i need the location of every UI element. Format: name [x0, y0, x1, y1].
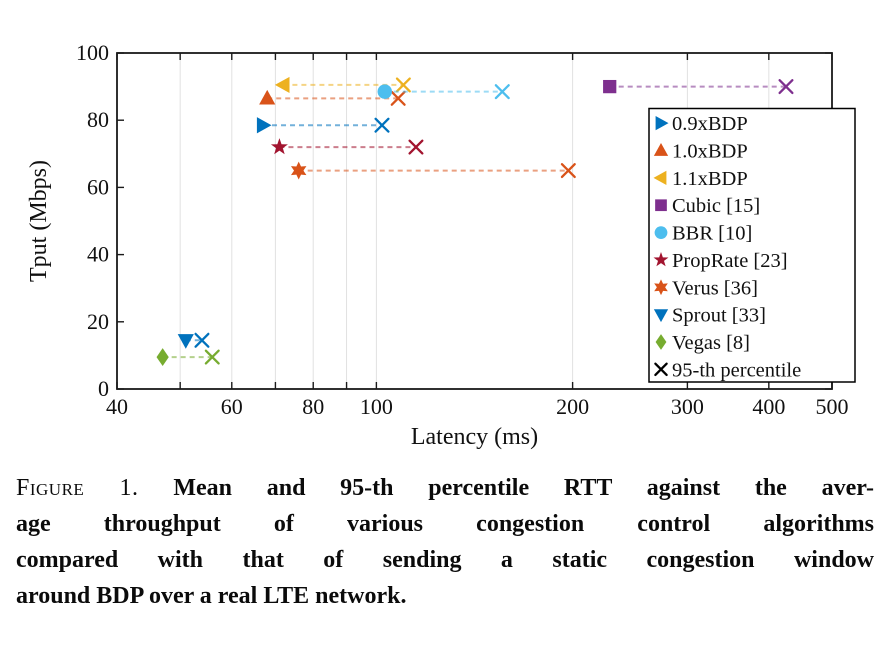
marker-p95-1.1xbdp — [395, 77, 411, 93]
marker-p95-bbr-10 — [494, 84, 510, 100]
legend-label-cubic-15: Cubic [15] — [672, 195, 760, 217]
caption-line-2: age throughput of various congestion con… — [16, 511, 874, 537]
legend-marker-cubic-15 — [655, 199, 667, 212]
legend-marker-0.9xbdp — [655, 116, 669, 131]
legend-marker-1.1xbdp — [653, 170, 667, 185]
caption-text-1: Mean and 95-th percentile RTT against th… — [173, 475, 874, 501]
x-tick-label-500: 500 — [816, 394, 849, 419]
legend-label-verus-36: Verus [36] — [672, 277, 758, 299]
marker-mean-vegas-8 — [156, 348, 169, 367]
marker-mean-proprate-23 — [270, 138, 288, 155]
y-tick-label-0: 0 — [98, 376, 109, 401]
marker-mean-1.1xbdp — [274, 76, 290, 93]
legend-label-vegas-8: Vegas [8] — [672, 332, 750, 354]
x-axis-label: Latency (ms) — [411, 424, 538, 450]
y-tick-label-40: 40 — [87, 242, 109, 267]
x-tick-label-100: 100 — [360, 394, 393, 419]
legend-marker-verus-36 — [654, 279, 668, 296]
x-tick-label-80: 80 — [302, 394, 324, 419]
y-tick-label-60: 60 — [87, 174, 109, 199]
marker-mean-cubic-15 — [603, 79, 617, 94]
x-tick-label-60: 60 — [221, 394, 243, 419]
marker-mean-bbr-10 — [377, 84, 392, 99]
marker-p95-1.0xbdp — [390, 90, 406, 106]
x-tick-label-300: 300 — [671, 394, 704, 419]
legend-marker-1.0xbdp — [653, 143, 669, 156]
legend-label-95-th-percentile: 95-th percentile — [672, 359, 801, 381]
legend-label-1.1xbdp: 1.1xBDP — [672, 168, 748, 190]
caption-line-1: Figure 1. Mean and 95-th percentile RTT … — [16, 470, 874, 506]
marker-mean-1.0xbdp — [259, 89, 276, 105]
y-tick-label-80: 80 — [87, 107, 109, 132]
x-tick-label-200: 200 — [556, 394, 589, 419]
chart-area: 40 60 80 100 200 300 400 500 0 20 40 60 80 100 Latency… — [26, 40, 856, 450]
marker-p95-proprate-23 — [408, 139, 424, 155]
legend-marker-95-th-percentile — [654, 362, 668, 377]
legend-marker-bbr-10 — [654, 226, 668, 239]
x-tick-label-400: 400 — [752, 394, 785, 419]
legend-marker-sprout-33 — [653, 309, 669, 323]
marker-mean-sprout-33 — [177, 334, 194, 349]
legend-box — [648, 107, 856, 383]
legend-label-0.9xbdp: 0.9xBDP — [672, 113, 748, 135]
figure-caption: Figure 1. Mean and 95-th percentile RTT … — [16, 470, 874, 614]
legend-marker-proprate-23 — [653, 252, 669, 267]
y-axis-label: Tput (Mbps) — [26, 160, 52, 282]
marker-p95-vegas-8 — [204, 349, 220, 365]
legend-label-proprate-23: PropRate [23] — [672, 250, 788, 272]
legend-marker-vegas-8 — [655, 334, 667, 350]
marker-p95-verus-36 — [560, 163, 576, 179]
marker-p95-cubic-15 — [778, 79, 794, 95]
caption-line-3: compared with that of sending a static c… — [16, 547, 874, 573]
caption-line-4: around BDP over a real LTE network. — [16, 583, 407, 609]
marker-p95-sprout-33 — [194, 332, 210, 348]
marker-mean-verus-36 — [290, 161, 307, 180]
x-tick-label-40: 40 — [106, 394, 128, 419]
caption-label: Figure 1. — [16, 475, 139, 501]
marker-mean-0.9xbdp — [256, 117, 272, 134]
legend-label-1.0xbdp: 1.0xBDP — [672, 141, 748, 163]
chart-canvas: 40 60 80 100 200 300 400 500 0 20 40 60 80 100 Latency… — [26, 40, 856, 450]
marker-p95-0.9xbdp — [374, 117, 390, 133]
legend-label-sprout-33: Sprout [33] — [672, 305, 766, 327]
y-tick-label-100: 100 — [76, 40, 109, 65]
legend-label-bbr-10: BBR [10] — [672, 223, 752, 245]
y-tick-label-20: 20 — [87, 309, 109, 334]
